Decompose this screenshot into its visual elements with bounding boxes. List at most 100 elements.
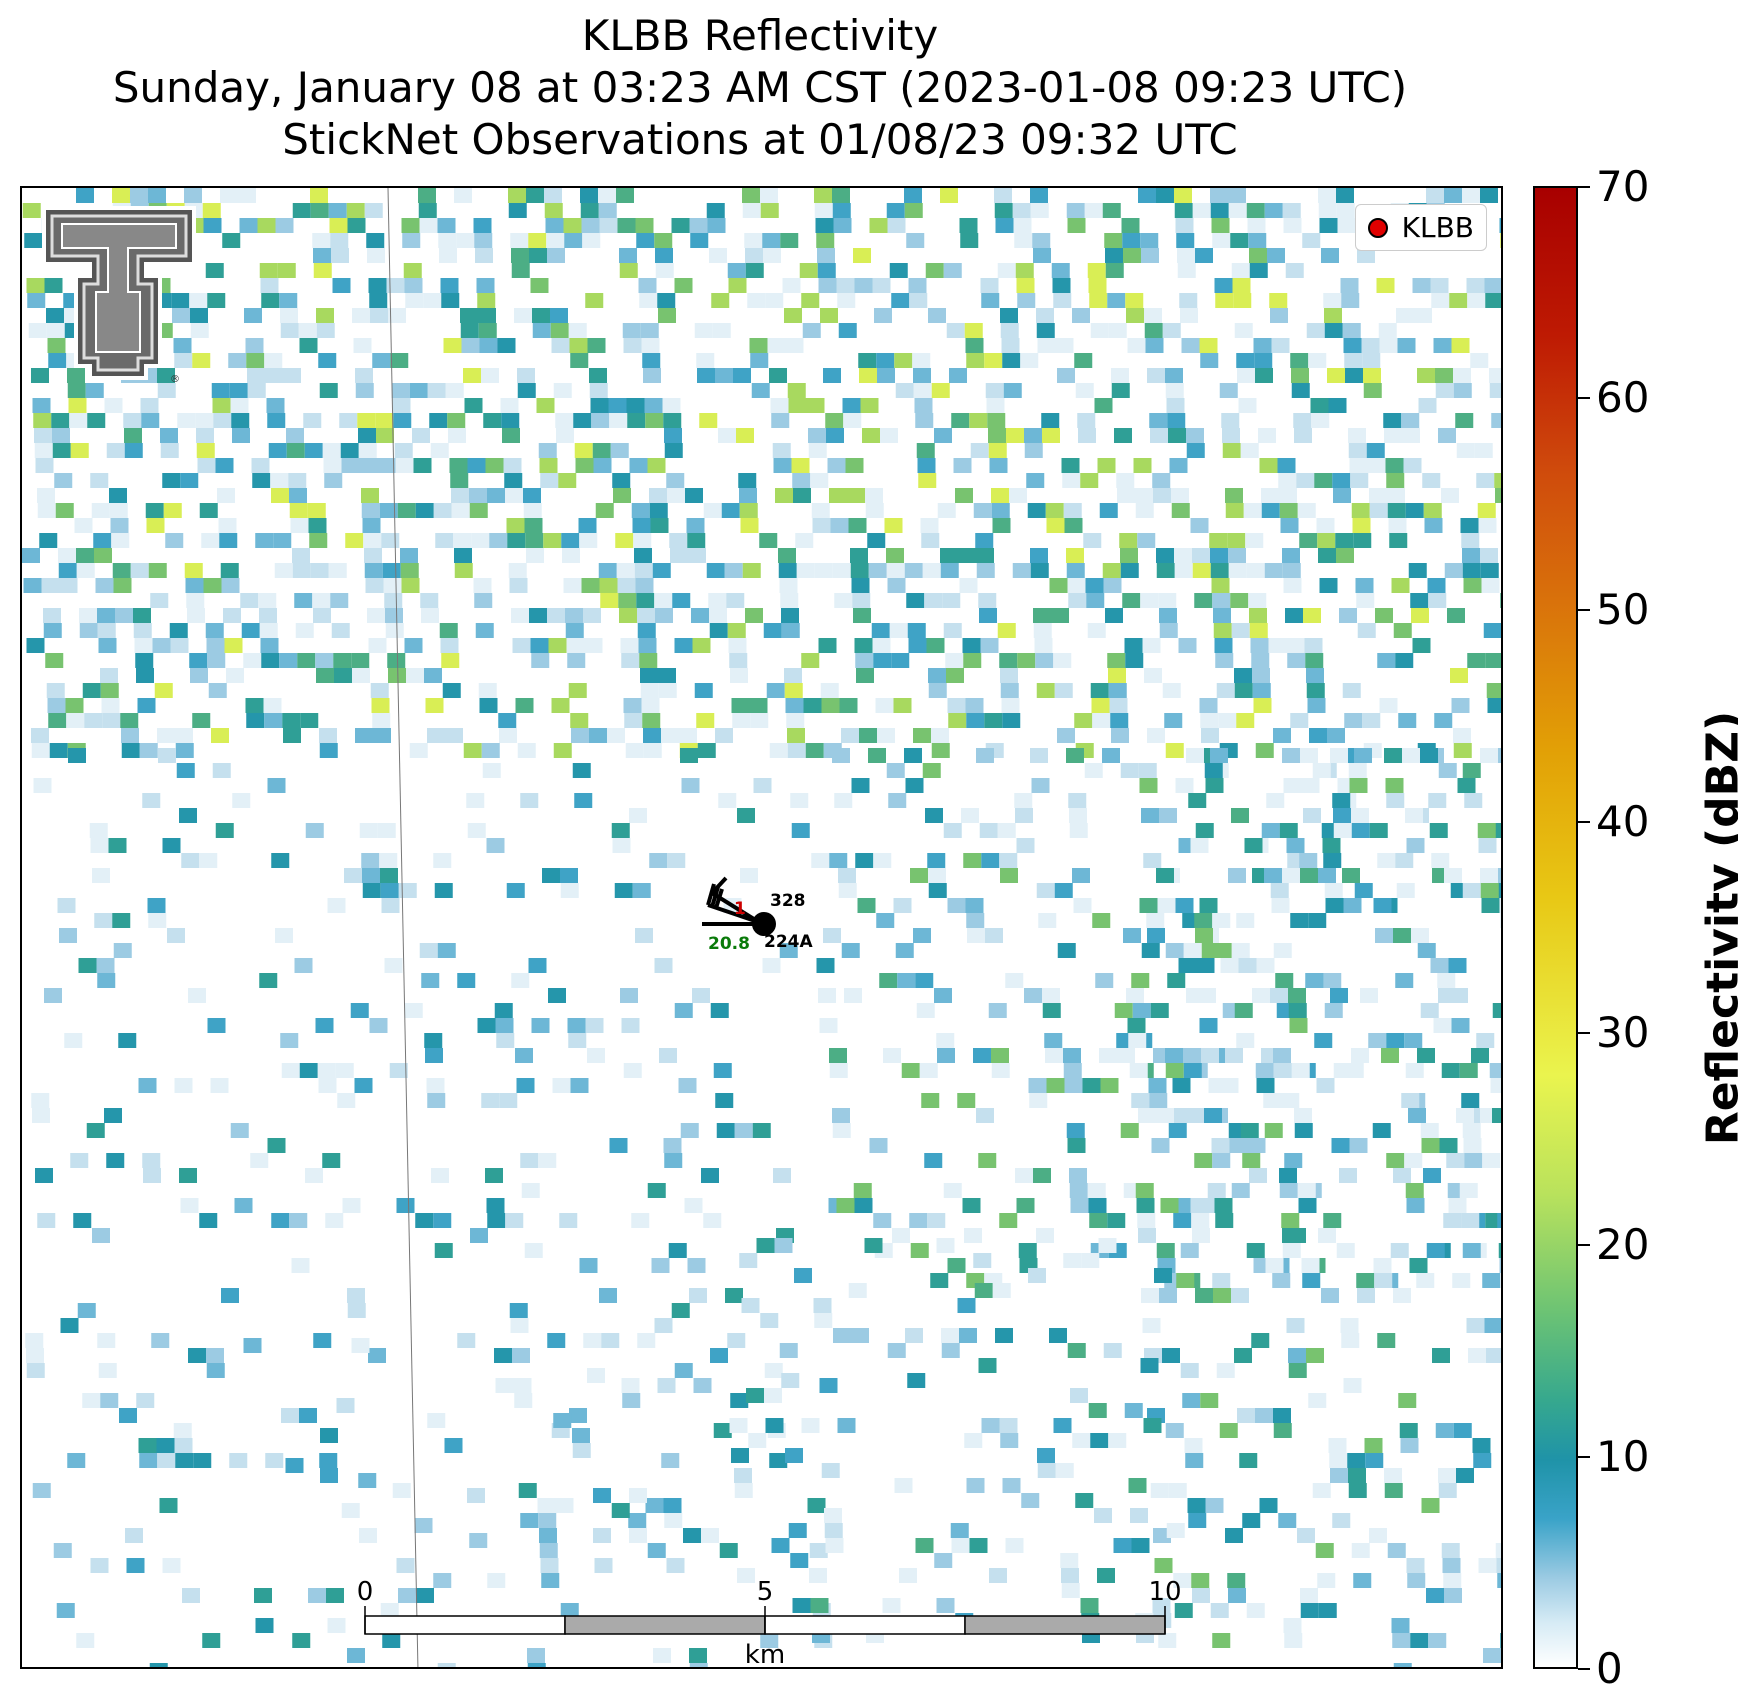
radar-cell bbox=[273, 533, 292, 548]
radar-cell bbox=[572, 1428, 590, 1443]
radar-cell bbox=[369, 293, 388, 308]
radar-cell bbox=[617, 218, 636, 233]
radar-cell bbox=[1476, 1033, 1495, 1048]
radar-cell bbox=[201, 533, 220, 548]
radar-cell bbox=[922, 763, 941, 778]
radar-cell bbox=[312, 233, 331, 248]
radar-cell bbox=[593, 1528, 611, 1543]
radar-cell bbox=[931, 743, 950, 758]
radar-cell bbox=[389, 1063, 408, 1078]
radar-cell bbox=[937, 503, 956, 518]
radar-cell bbox=[1227, 533, 1246, 548]
radar-cell bbox=[992, 518, 1011, 533]
radar-cell bbox=[527, 1663, 546, 1667]
radar-cell bbox=[654, 1318, 673, 1333]
radar-cell bbox=[1459, 1063, 1478, 1078]
radar-cell bbox=[1064, 1078, 1083, 1093]
radar-cell bbox=[1244, 838, 1263, 853]
radar-cell bbox=[351, 1338, 370, 1353]
radar-cell bbox=[134, 638, 153, 653]
radar-cell bbox=[447, 413, 466, 428]
radar-cell bbox=[1352, 518, 1371, 533]
radar-cell bbox=[1030, 548, 1048, 563]
radar-cell bbox=[1131, 1538, 1150, 1553]
radar-cell bbox=[324, 473, 343, 488]
radar-cell bbox=[1205, 1498, 1224, 1513]
radar-cell bbox=[1392, 1633, 1411, 1648]
radar-cell bbox=[1420, 748, 1438, 763]
radar-cell bbox=[1228, 548, 1246, 563]
radar-cell bbox=[514, 1393, 533, 1408]
radar-cell bbox=[1213, 623, 1232, 638]
radar-cell bbox=[295, 623, 314, 638]
radar-cell bbox=[1029, 1093, 1048, 1108]
radar-cell bbox=[346, 203, 365, 218]
logo-registered-mark: ® bbox=[170, 374, 180, 385]
radar-cell bbox=[766, 683, 785, 698]
radar-cell bbox=[1462, 883, 1481, 898]
radar-cell bbox=[1306, 323, 1325, 338]
radar-cell bbox=[775, 488, 793, 503]
radar-cell bbox=[259, 623, 278, 638]
station-plot: 1 328 20.8 224A bbox=[702, 876, 813, 954]
radar-cell bbox=[1428, 1633, 1447, 1648]
radar-cell bbox=[1054, 683, 1073, 698]
radar-cell bbox=[1195, 1288, 1213, 1303]
radar-cell bbox=[1210, 1603, 1229, 1618]
radar-cell bbox=[730, 668, 748, 683]
radar-cell bbox=[925, 808, 943, 823]
radar-cell bbox=[243, 1338, 262, 1353]
radar-cell bbox=[322, 443, 341, 458]
radar-cell bbox=[638, 278, 657, 293]
radar-cell bbox=[538, 443, 557, 458]
radar-cell bbox=[421, 973, 440, 988]
radar-cell bbox=[289, 1213, 308, 1228]
radar-cell bbox=[550, 308, 568, 323]
radar-cell bbox=[315, 653, 334, 668]
radar-cell bbox=[457, 973, 476, 988]
radar-cell bbox=[1082, 1078, 1101, 1093]
radar-cell bbox=[538, 1153, 557, 1168]
radar-cell bbox=[354, 1078, 373, 1093]
radar-cell bbox=[970, 443, 989, 458]
radar-cell bbox=[1259, 1498, 1278, 1513]
radar-cell bbox=[1176, 233, 1195, 248]
radar-cell bbox=[674, 278, 693, 293]
radar-cell bbox=[925, 263, 944, 278]
radar-cell bbox=[1304, 638, 1323, 653]
radar-cell bbox=[279, 293, 298, 308]
radar-cell bbox=[699, 413, 718, 428]
radar-cell bbox=[941, 1343, 960, 1358]
radar-cell bbox=[60, 1318, 79, 1333]
radar-cell bbox=[1341, 1333, 1360, 1348]
radar-map[interactable]: ® 1 328 20.8 224A bbox=[20, 186, 1503, 1669]
station-temperature: 1 bbox=[734, 899, 746, 919]
radar-cell bbox=[513, 1378, 532, 1393]
radar-cell bbox=[313, 248, 331, 263]
radar-cell bbox=[79, 623, 98, 638]
radar-cell bbox=[326, 1588, 344, 1603]
radar-cell bbox=[176, 763, 195, 778]
radar-cell bbox=[1030, 188, 1048, 203]
radar-cell bbox=[538, 1513, 557, 1528]
radar-cell bbox=[1027, 503, 1046, 518]
radar-cell bbox=[403, 263, 422, 278]
radar-cell bbox=[585, 293, 604, 308]
radar-cell bbox=[1147, 368, 1165, 383]
radar-cell bbox=[467, 823, 486, 838]
radar-cell bbox=[1349, 458, 1368, 473]
radar-cell bbox=[1266, 793, 1285, 808]
radar-cell bbox=[1038, 913, 1057, 928]
radar-cell bbox=[833, 1328, 851, 1343]
radar-cell bbox=[1045, 1048, 1063, 1063]
radar-cell bbox=[647, 458, 666, 473]
radar-cell bbox=[1147, 928, 1165, 943]
radar-cell bbox=[1450, 988, 1468, 1003]
radar-cell bbox=[1492, 1108, 1501, 1123]
radar-cell bbox=[979, 823, 998, 838]
radar-cell bbox=[801, 653, 820, 668]
radar-cell bbox=[1375, 608, 1393, 623]
radar-cell bbox=[1308, 913, 1327, 928]
radar-cell bbox=[1063, 1048, 1081, 1063]
radar-cell bbox=[495, 1018, 514, 1033]
